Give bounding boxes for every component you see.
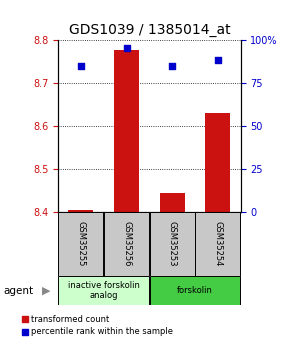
Text: agent: agent (3, 286, 33, 296)
Bar (195, 212, 240, 276)
Point (79, 63, 83, 68)
Bar (160, 193, 185, 212)
Point (124, 46, 129, 51)
Bar (114, 50, 139, 212)
Bar (205, 113, 231, 212)
Text: GSM35255: GSM35255 (76, 221, 85, 267)
Bar (58, 212, 104, 276)
Bar (104, 212, 149, 276)
Title: GDS1039 / 1385014_at: GDS1039 / 1385014_at (68, 23, 230, 37)
Text: forskolin: forskolin (177, 286, 213, 295)
Bar (58, 276, 149, 305)
Text: GSM35253: GSM35253 (168, 221, 177, 267)
Bar (150, 212, 195, 276)
Text: ▶: ▶ (42, 286, 50, 296)
Text: GSM35256: GSM35256 (122, 221, 131, 267)
Point (215, 58, 220, 63)
Bar (68, 210, 93, 212)
Text: inactive forskolin
analog: inactive forskolin analog (68, 281, 139, 300)
Point (170, 63, 175, 68)
Legend: transformed count, percentile rank within the sample: transformed count, percentile rank withi… (19, 311, 177, 339)
Text: GSM35254: GSM35254 (213, 221, 222, 267)
Bar (150, 276, 240, 305)
